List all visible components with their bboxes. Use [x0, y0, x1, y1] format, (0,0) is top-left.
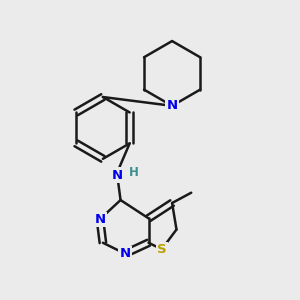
Text: H: H: [129, 166, 139, 179]
Text: N: N: [167, 99, 178, 112]
Text: N: N: [94, 213, 106, 226]
Text: S: S: [157, 243, 166, 256]
Text: N: N: [112, 169, 123, 182]
Text: N: N: [119, 247, 130, 260]
